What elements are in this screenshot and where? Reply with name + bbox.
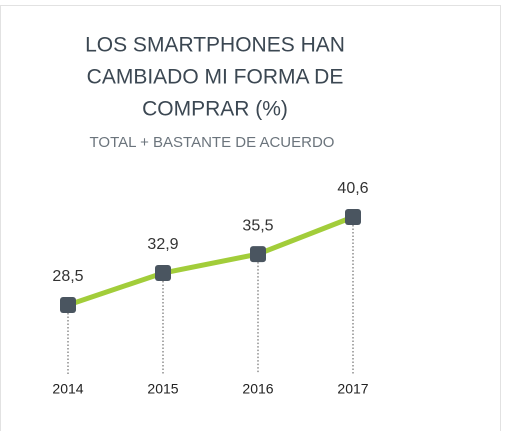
marker [250, 246, 266, 263]
x-tick-label: 2014 [52, 381, 83, 397]
data-label: 35,5 [242, 217, 273, 234]
x-tick-label: 2016 [242, 381, 273, 397]
x-tick-label: 2017 [337, 381, 368, 397]
marker [60, 297, 76, 313]
chart-title: COMPRAR (%) [142, 98, 288, 121]
line [67, 214, 354, 308]
marker [155, 265, 171, 281]
data-label: 40,6 [337, 180, 368, 197]
chart-title: LOS SMARTPHONES HAN [85, 34, 345, 57]
chart-subtitle: TOTAL + BASTANTE DE ACUERDO [90, 134, 335, 151]
marker [345, 209, 361, 225]
data-label: 32,9 [147, 236, 178, 253]
frame [0, 5, 501, 431]
data-label: 28,5 [52, 268, 83, 285]
x-tick-label: 2015 [147, 381, 178, 397]
chart-title: CAMBIADO MI FORMA DE [87, 66, 344, 89]
